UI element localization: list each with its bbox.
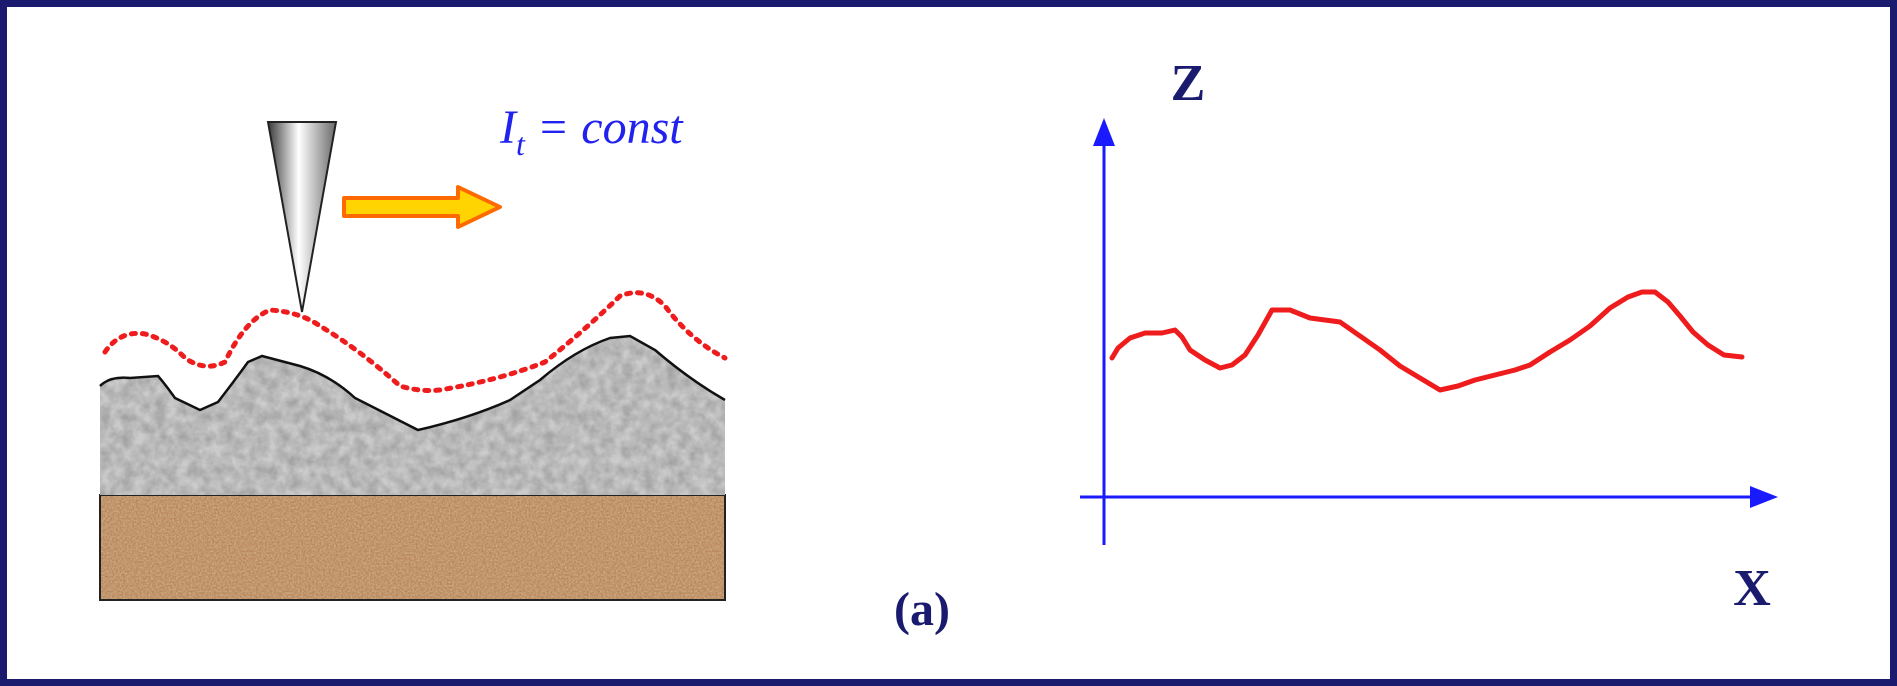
z-axis-label: Z bbox=[1171, 55, 1206, 112]
x-axis bbox=[1080, 486, 1778, 508]
tip-trajectory bbox=[102, 290, 728, 393]
substrate-layer bbox=[99, 494, 726, 601]
panel-label: (a) bbox=[894, 583, 950, 636]
height-profile-curve bbox=[1109, 289, 1745, 393]
z-axis bbox=[1093, 118, 1115, 545]
tunnel-current-label: It = const bbox=[499, 101, 684, 162]
x-axis-label: X bbox=[1733, 560, 1771, 617]
stm-tip-icon bbox=[266, 121, 338, 313]
stm-diagram: It = const (a) Z X bbox=[99, 55, 1778, 636]
surface-layer bbox=[99, 334, 726, 495]
scan-direction-arrow-icon bbox=[342, 185, 502, 229]
